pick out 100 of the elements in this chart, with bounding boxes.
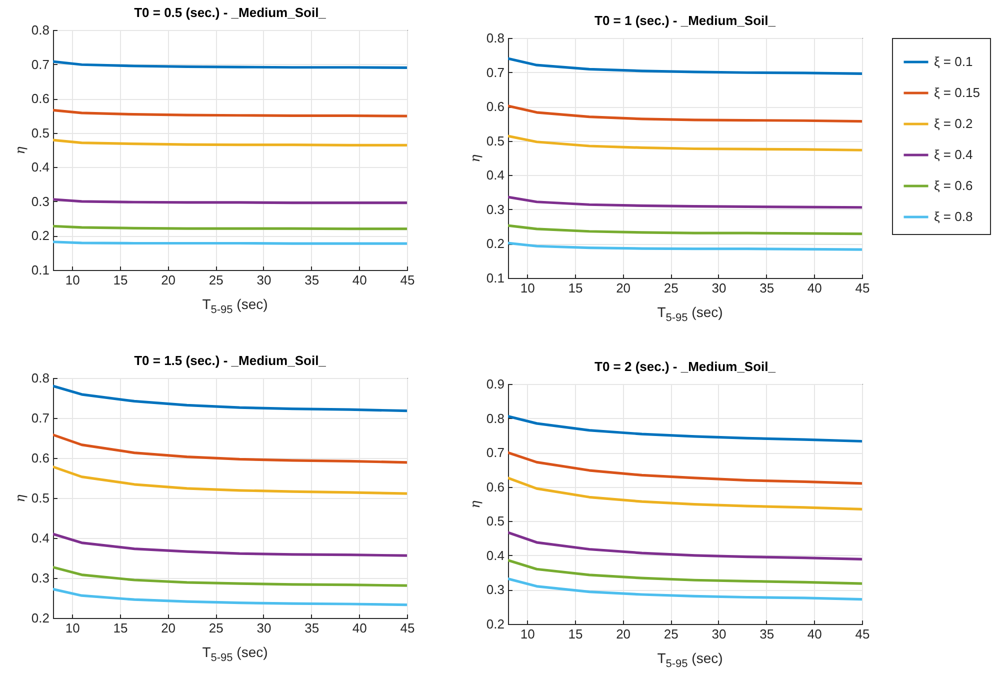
line-series xyxy=(53,466,407,495)
y-tick-label: 0.5 xyxy=(31,490,50,506)
line-series xyxy=(53,60,407,70)
y-tick-label: 0.9 xyxy=(486,376,504,392)
line-series xyxy=(508,104,862,123)
x-tick-label: 15 xyxy=(568,280,583,296)
x-tick-label: 35 xyxy=(304,272,320,288)
x-tick-label: 40 xyxy=(807,626,822,642)
y-tick-label: 0.4 xyxy=(31,530,50,546)
y-tick-label: 0.4 xyxy=(486,548,504,563)
x-tick-label: 30 xyxy=(712,280,726,296)
y-tick-label: 0.7 xyxy=(486,445,504,460)
y-tick-label: 0.3 xyxy=(486,582,504,598)
x-tick-label: 25 xyxy=(208,272,224,288)
x-tick-label: 20 xyxy=(616,280,631,296)
x-tick-label: 10 xyxy=(520,280,535,296)
line-series xyxy=(508,414,862,443)
y-tick-label: 0.2 xyxy=(31,610,50,626)
y-tick-label: 0.2 xyxy=(31,228,50,244)
x-tick-label: 15 xyxy=(113,620,128,636)
line-series xyxy=(508,57,862,75)
line-series xyxy=(53,566,407,587)
legend-label: ξ = 0.2 xyxy=(934,116,973,131)
y-tick-label: 0.6 xyxy=(486,99,504,114)
x-axis-title: T$_{5-95}$ (sec) xyxy=(202,296,268,316)
x-tick-label: 15 xyxy=(113,272,128,288)
line-series xyxy=(508,451,862,485)
line-series xyxy=(508,558,862,585)
y-tick-label: 0.7 xyxy=(486,64,504,80)
y-tick-label: 0.2 xyxy=(486,236,504,252)
y-tick-label: 0.8 xyxy=(31,22,50,38)
line-series xyxy=(508,196,862,209)
x-tick-label: 25 xyxy=(664,626,678,642)
y-tick-label: 0.7 xyxy=(31,410,50,426)
x-tick-label: 40 xyxy=(807,280,822,296)
y-tick-label: 0.3 xyxy=(31,570,50,586)
x-tick-label: 45 xyxy=(855,626,870,642)
y-tick-label: 0.5 xyxy=(486,514,504,529)
line-series xyxy=(53,434,407,464)
x-axis-title: T$_{5-95}$ (sec) xyxy=(657,650,723,670)
y-tick-label: 0.5 xyxy=(486,133,504,148)
x-tick-label: 20 xyxy=(161,620,176,636)
chart-title: T0 = 1.5 (sec.) - _Medium_Soil_ xyxy=(134,353,327,368)
y-axis-title: η xyxy=(13,494,28,502)
line-series xyxy=(508,224,862,236)
y-tick-label: 0.8 xyxy=(486,30,504,46)
legend-label: ξ = 0.6 xyxy=(934,178,973,193)
x-tick-label: 35 xyxy=(760,280,774,296)
x-axis-title: T$_{5-95}$ (sec) xyxy=(657,304,723,324)
x-tick-label: 25 xyxy=(664,280,678,296)
x-axis-title: T$_{5-95}$ (sec) xyxy=(202,644,268,664)
y-axis-title: η xyxy=(468,154,484,162)
line-series xyxy=(53,588,407,606)
legend-label: ξ = 0.8 xyxy=(934,209,973,224)
x-tick-label: 25 xyxy=(208,620,224,636)
chart-title: T0 = 2 (sec.) - _Medium_Soil_ xyxy=(594,359,776,374)
line-series xyxy=(508,242,862,251)
x-tick-label: 30 xyxy=(256,620,272,636)
y-tick-label: 0.4 xyxy=(31,160,50,175)
y-tick-label: 0.6 xyxy=(31,91,50,106)
x-tick-label: 10 xyxy=(65,272,80,288)
x-tick-label: 20 xyxy=(161,272,176,288)
y-tick-label: 0.2 xyxy=(486,616,504,632)
y-axis-title: η xyxy=(13,146,28,154)
y-tick-label: 0.8 xyxy=(31,370,50,386)
x-tick-label: 30 xyxy=(712,626,726,642)
x-tick-label: 35 xyxy=(760,626,774,642)
chart-title: T0 = 0.5 (sec.) - _Medium_Soil_ xyxy=(134,5,327,20)
line-series xyxy=(508,134,862,152)
legend-label: ξ = 0.4 xyxy=(934,147,973,162)
y-tick-label: 0.6 xyxy=(486,479,504,494)
legend-label: ξ = 0.15 xyxy=(934,85,980,100)
x-tick-label: 10 xyxy=(520,626,535,642)
y-tick-label: 0.1 xyxy=(486,270,504,286)
x-tick-label: 45 xyxy=(400,620,415,636)
line-series xyxy=(53,532,407,557)
x-tick-label: 45 xyxy=(855,280,870,296)
x-tick-label: 10 xyxy=(65,620,80,636)
line-series xyxy=(508,531,862,560)
y-tick-label: 0.4 xyxy=(486,168,504,183)
legend-label: ξ = 0.1 xyxy=(934,54,973,69)
line-series xyxy=(508,476,862,510)
x-tick-label: 30 xyxy=(256,272,272,288)
y-axis-title: η xyxy=(468,500,484,508)
y-tick-label: 0.8 xyxy=(486,410,504,426)
x-tick-label: 40 xyxy=(352,272,367,288)
x-tick-label: 40 xyxy=(352,620,367,636)
y-tick-label: 0.5 xyxy=(31,125,50,140)
y-tick-label: 0.7 xyxy=(31,56,50,72)
line-series xyxy=(53,384,407,412)
x-tick-label: 20 xyxy=(616,626,631,642)
y-tick-label: 0.6 xyxy=(31,450,50,466)
x-tick-label: 35 xyxy=(304,620,320,636)
x-tick-label: 45 xyxy=(400,272,415,288)
chart-title: T0 = 1 (sec.) - _Medium_Soil_ xyxy=(594,13,776,28)
x-tick-label: 15 xyxy=(568,626,583,642)
y-tick-label: 0.3 xyxy=(31,194,50,209)
line-series xyxy=(508,577,862,601)
y-tick-label: 0.1 xyxy=(31,262,50,278)
y-tick-label: 0.3 xyxy=(486,202,504,217)
